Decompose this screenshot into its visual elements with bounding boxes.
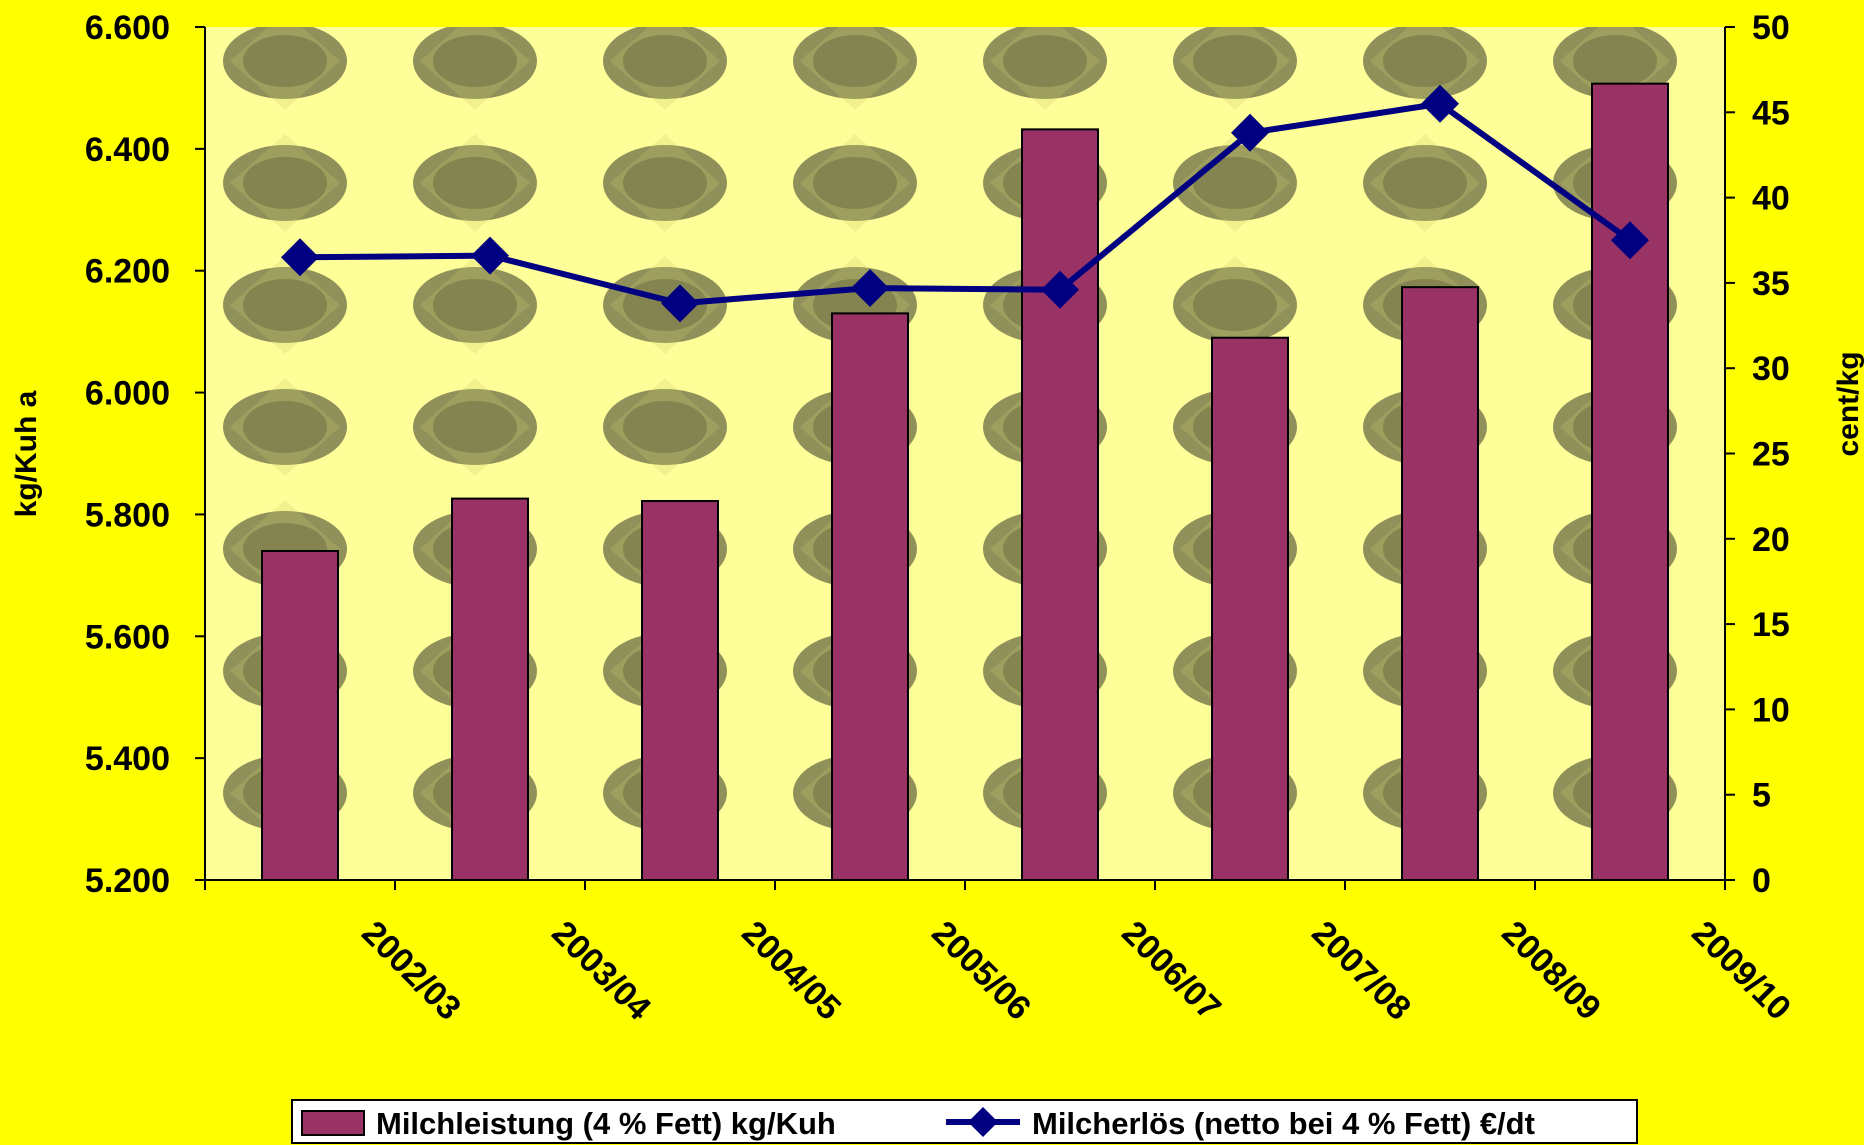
legend-line-marker — [968, 1107, 998, 1137]
line-marker — [1041, 270, 1079, 309]
y-right-tick-label: 25 — [1752, 436, 1790, 474]
y-right-tick-label: 0 — [1752, 862, 1771, 900]
line-marker — [1421, 84, 1459, 123]
bar — [1211, 336, 1289, 881]
line-marker — [471, 236, 509, 275]
y-right-tick-label: 10 — [1752, 691, 1790, 729]
axes — [204, 27, 1726, 881]
bar — [451, 497, 529, 881]
line-marker — [1231, 113, 1269, 152]
x-category-label: 2008/09 — [1494, 914, 1608, 1028]
legend-line-label: Milcherlös (netto bei 4 % Fett) €/dt — [1032, 1106, 1535, 1141]
bar — [1401, 286, 1479, 882]
x-category-label: 2005/06 — [924, 914, 1038, 1028]
bar — [641, 500, 719, 881]
y-right-tick-label: 35 — [1752, 265, 1790, 303]
y-left-tick-label: 6.200 — [85, 253, 170, 291]
y-right-tick-label: 20 — [1752, 521, 1790, 559]
y-left-tick-label: 6.000 — [85, 375, 170, 413]
bar — [831, 312, 909, 882]
y-right-tick-label: 40 — [1752, 180, 1790, 218]
axis-ticks — [195, 26, 1735, 890]
legend-bar-swatch — [301, 1110, 365, 1136]
y-left-tick-label: 5.600 — [85, 618, 170, 656]
bar — [261, 549, 339, 881]
y-left-axis-title: kg/Kuh a — [10, 390, 43, 517]
y-left-tick-label: 5.400 — [85, 740, 170, 778]
x-category-label: 2003/04 — [544, 914, 658, 1028]
y-right-tick-label: 5 — [1752, 777, 1771, 815]
plot-area — [205, 27, 1725, 880]
x-category-label: 2007/08 — [1304, 914, 1418, 1028]
line-marker — [1611, 221, 1649, 260]
right-tick-labels: 0 5 10 15 20 25 30 35 40 45 50 — [1752, 9, 1790, 900]
y-right-tick-label: 15 — [1752, 606, 1790, 644]
y-right-tick-label: 50 — [1752, 9, 1790, 47]
x-category-label: 2002/03 — [354, 914, 468, 1028]
legend-bar-label: Milchleistung (4 % Fett) kg/Kuh — [376, 1106, 836, 1141]
x-category-label: 2004/05 — [734, 914, 848, 1028]
bar-series — [261, 82, 1669, 882]
legend: Milchleistung (4 % Fett) kg/Kuh Milcherl… — [291, 1099, 1638, 1144]
y-right-axis-title: cent/kg — [1832, 351, 1864, 456]
y-right-tick-label: 45 — [1752, 94, 1790, 132]
bar — [1591, 82, 1669, 881]
bar — [1021, 128, 1099, 882]
y-left-tick-label: 5.200 — [85, 862, 170, 900]
left-tick-labels: 5.200 5.400 5.600 5.800 6.000 6.200 6.400 6.600 — [85, 9, 170, 900]
y-left-tick-label: 6.600 — [85, 9, 170, 47]
y-left-tick-label: 5.800 — [85, 496, 170, 534]
line-marker — [851, 269, 889, 308]
line-path — [299, 100, 1632, 307]
category-labels: 2002/03 2003/04 2004/05 2005/06 2006/07 2007/… — [354, 914, 1798, 1028]
y-left-tick-label: 6.400 — [85, 131, 170, 169]
x-category-label: 2006/07 — [1114, 914, 1228, 1028]
y-right-tick-label: 30 — [1752, 350, 1790, 388]
line-series — [281, 84, 1649, 323]
line-marker — [281, 238, 319, 277]
line-marker — [661, 284, 699, 323]
x-category-label: 2009/10 — [1684, 914, 1798, 1028]
